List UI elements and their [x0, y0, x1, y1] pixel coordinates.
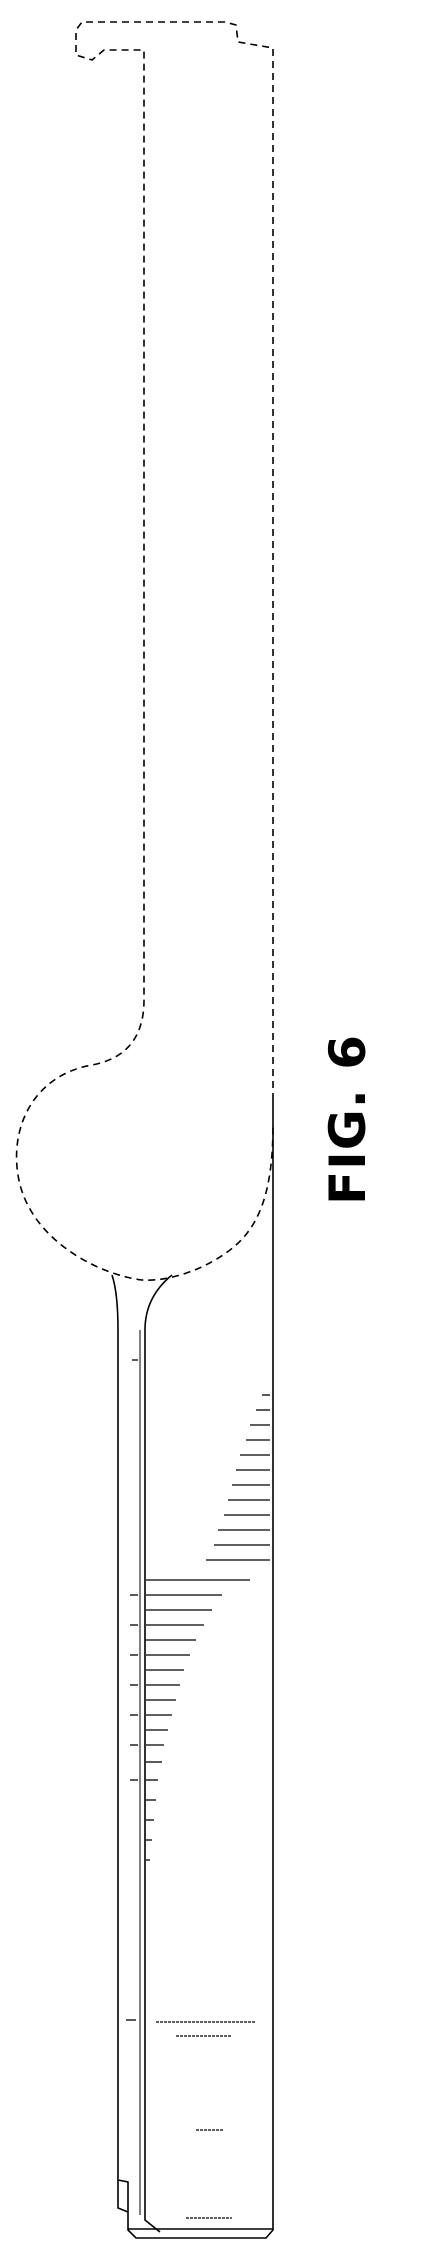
- shading-hatch: [126, 1360, 270, 2218]
- phantom-outline: [17, 22, 273, 1280]
- handle-neck-right: [145, 1275, 172, 2232]
- handle-outline: [112, 1100, 273, 2238]
- handle-step: [118, 2180, 128, 2212]
- figure-label: FIG. 6: [318, 1075, 378, 1205]
